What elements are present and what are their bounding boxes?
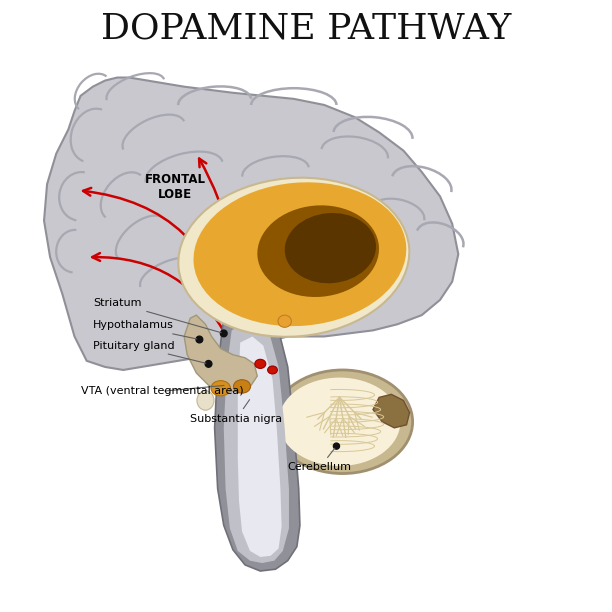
Ellipse shape (272, 370, 412, 474)
Polygon shape (184, 315, 257, 391)
Ellipse shape (178, 177, 409, 337)
Ellipse shape (285, 213, 376, 283)
Circle shape (334, 443, 340, 449)
Ellipse shape (193, 182, 406, 326)
Polygon shape (215, 312, 300, 571)
Text: Hypothalamus: Hypothalamus (93, 321, 196, 339)
Ellipse shape (211, 381, 231, 396)
Circle shape (196, 336, 203, 343)
Text: DOPAMINE PATHWAY: DOPAMINE PATHWAY (101, 12, 511, 46)
Text: VTA (ventral tegmental area): VTA (ventral tegmental area) (81, 386, 243, 397)
Ellipse shape (267, 366, 277, 374)
Polygon shape (238, 337, 282, 557)
Polygon shape (373, 394, 409, 428)
Text: Cerebellum: Cerebellum (288, 449, 352, 472)
Ellipse shape (234, 379, 250, 393)
Ellipse shape (255, 359, 266, 368)
Ellipse shape (278, 378, 400, 466)
Ellipse shape (258, 206, 379, 297)
Circle shape (205, 360, 212, 367)
Text: Substantia nigra: Substantia nigra (190, 400, 282, 424)
Polygon shape (44, 78, 458, 370)
Ellipse shape (197, 390, 214, 410)
Text: FRONTAL
LOBE: FRONTAL LOBE (144, 173, 206, 201)
Text: Striatum: Striatum (93, 298, 221, 333)
Circle shape (220, 330, 227, 337)
Ellipse shape (278, 315, 291, 327)
Text: Pituitary gland: Pituitary gland (93, 341, 206, 363)
Polygon shape (224, 323, 289, 563)
